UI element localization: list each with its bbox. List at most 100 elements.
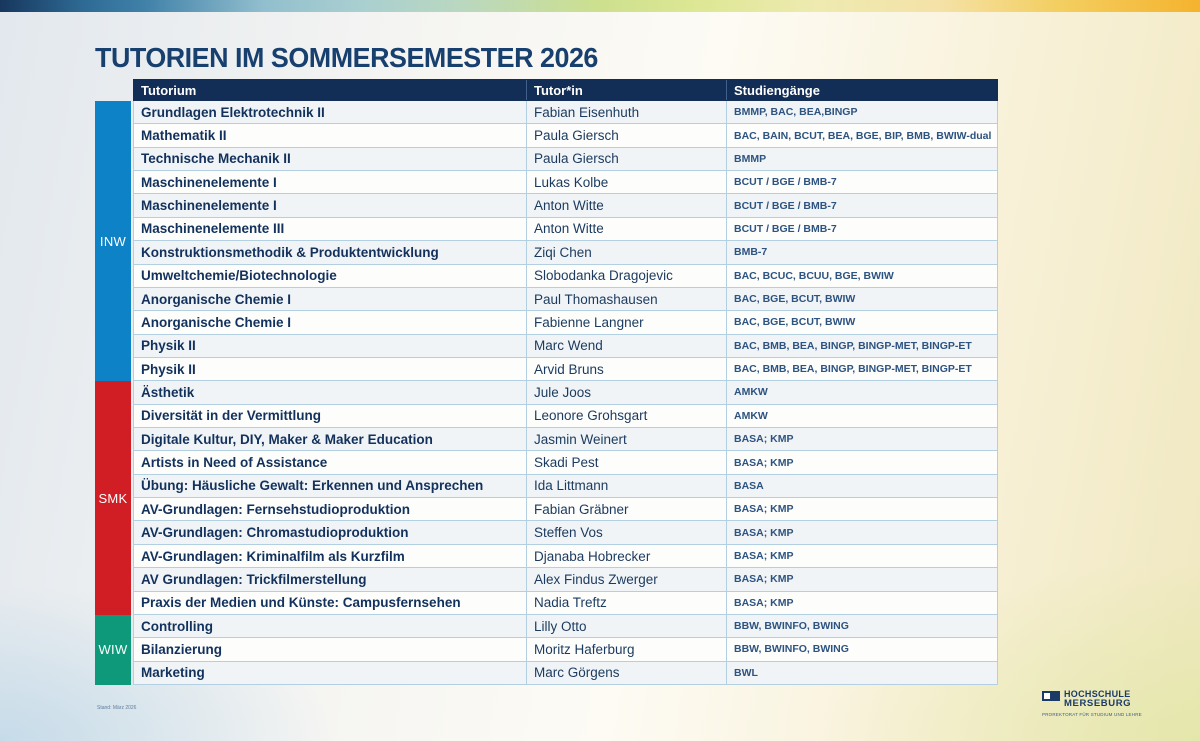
section-rows-inw: Grundlagen Elektrotechnik II Fabian Eisen…	[133, 101, 998, 382]
table-row: Diversität in der Vermittlung Leonore Gro…	[133, 404, 998, 429]
cell-tutor: Lukas Kolbe	[526, 171, 726, 194]
table-row: Anorganische Chemie I Fabienne Langner BAC…	[133, 311, 998, 335]
cell-studiengaenge: BWL	[726, 661, 997, 684]
section-smk: SMK Ästhetik Jule Joos AMKW Diversität in de…	[95, 381, 998, 615]
cell-studiengaenge: AMKW	[726, 381, 997, 404]
category-label-wiw: WIW	[98, 642, 128, 658]
table-row: Ästhetik Jule Joos AMKW	[133, 381, 998, 405]
table-row: Umweltchemie/Biotechnologie Slobodanka Dr…	[133, 264, 998, 288]
cell-tutorium: Übung: Häusliche Gewalt: Erkennen und An…	[141, 478, 484, 494]
cell-studiengaenge: BMMP	[726, 147, 997, 171]
cell-tutorium: AV-Grundlagen: Chromastudioproduktion	[141, 525, 409, 541]
cell-studiengaenge: BBW, BWINFO, BWING	[726, 638, 997, 661]
cell-tutor: Moritz Haferburg	[526, 638, 726, 661]
table-row: Physik II Arvid Bruns BAC, BMB, BEA, BINGP…	[133, 357, 998, 382]
cell-studiengaenge: BASA; KMP	[726, 451, 997, 474]
cell-tutor: Skadi Pest	[526, 451, 726, 474]
cell-studiengaenge: BASA; KMP	[726, 498, 997, 521]
cell-tutorium: Anorganische Chemie I	[141, 314, 292, 330]
cell-tutor: Steffen Vos	[526, 521, 726, 544]
cell-studiengaenge: BCUT / BGE / BMB-7	[726, 194, 997, 217]
cell-tutorium: Konstruktionsmethodik & Produktentwicklu…	[141, 244, 439, 260]
cell-studiengaenge: BASA; KMP	[726, 544, 997, 568]
cell-tutorium: AV Grundlagen: Trickfilmerstellung	[141, 571, 367, 587]
cell-tutor: Fabienne Langner	[526, 311, 726, 334]
column-header-studiengaenge: Studiengänge	[726, 80, 997, 100]
cell-studiengaenge: BAC, BMB, BEA, BINGP, BINGP-MET, BINGP-E…	[726, 334, 997, 357]
cell-tutor: Leonore Grohsgart	[526, 404, 726, 428]
cell-tutor: Anton Witte	[526, 194, 726, 217]
table-row: Anorganische Chemie I Paul Thomashausen BA…	[133, 287, 998, 312]
cell-tutorium: Maschinenelemente III	[141, 221, 285, 237]
cell-studiengaenge: BASA	[726, 474, 997, 498]
cell-tutorium: Maschinenelemente I	[141, 198, 277, 214]
cell-tutor: Paul Thomashausen	[526, 287, 726, 311]
table-row: AV-Grundlagen: Kriminalfilm als Kurzfilm…	[133, 544, 998, 569]
cell-studiengaenge: BAC, BGE, BCUT, BWIW	[726, 287, 997, 311]
category-label-inw: INW	[99, 233, 127, 249]
table-row: AV-Grundlagen: Chromastudioproduktion Ste…	[133, 521, 998, 545]
cell-tutor: Marc Wend	[526, 334, 726, 357]
cell-tutorium: Digitale Kultur, DIY, Maker & Maker Educ…	[141, 431, 433, 447]
cell-studiengaenge: BBW, BWINFO, BWING	[726, 614, 997, 638]
cell-tutorium: Umweltchemie/Biotechnologie	[141, 268, 337, 284]
table-row: Maschinenelemente III Anton Witte BCUT / B…	[133, 217, 998, 242]
logo-mark-icon	[1042, 691, 1060, 701]
section-rows-smk: Ästhetik Jule Joos AMKW Diversität in der V…	[133, 381, 998, 615]
section-wiw: WIW Controlling Lilly Otto BBW, BWINFO, BWI…	[95, 614, 998, 685]
cell-tutor: Djanaba Hobrecker	[526, 544, 726, 568]
cell-tutor: Ziqi Chen	[526, 241, 726, 264]
logo-line2: MERSEBURG	[1064, 698, 1132, 709]
cell-tutorium: Bilanzierung	[141, 641, 223, 657]
cell-tutor: Nadia Treftz	[526, 591, 726, 614]
table-row: Grundlagen Elektrotechnik II Fabian Eisen…	[133, 101, 998, 125]
cell-tutorium: Controlling	[141, 618, 213, 634]
cell-studiengaenge: BMB-7	[726, 241, 997, 264]
table-row: AV-Grundlagen: Fernsehstudioproduktion Fa…	[133, 498, 998, 522]
table-row: Konstruktionsmethodik & Produktentwicklu…	[133, 241, 998, 265]
cell-tutorium: Technische Mechanik II	[141, 151, 291, 167]
cell-studiengaenge: BAC, BAIN, BCUT, BEA, BGE, BIP, BMB, BWI…	[726, 124, 997, 147]
page-title: TUTORIEN IM SOMMERSEMESTER 2026	[95, 42, 598, 73]
table-row: Technische Mechanik II Paula Giersch BMMP	[133, 147, 998, 172]
table-row: Artists in Need of Assistance Skadi Pest B…	[133, 451, 998, 475]
cell-tutorium: AV-Grundlagen: Fernsehstudioproduktion	[141, 501, 410, 517]
cell-tutor: Fabian Gräbner	[526, 498, 726, 521]
column-header-tutor: Tutor*in	[526, 80, 726, 100]
table-header-row: Tutorium Tutor*in Studiengänge	[133, 79, 998, 101]
table-row: Bilanzierung Moritz Haferburg BBW, BWINFO,…	[133, 638, 998, 662]
cell-tutorium: Marketing	[141, 665, 205, 681]
cell-studiengaenge: BCUT / BGE / BMB-7	[726, 217, 997, 241]
cell-tutor: Paula Giersch	[526, 124, 726, 147]
cell-tutor: Anton Witte	[526, 217, 726, 241]
cell-studiengaenge: BASA; KMP	[726, 568, 997, 591]
table-row: Marketing Marc Görgens BWL	[133, 661, 998, 685]
cell-tutor: Alex Findus Zwerger	[526, 568, 726, 591]
table-row: Digitale Kultur, DIY, Maker & Maker Educ…	[133, 428, 998, 452]
table-row: Controlling Lilly Otto BBW, BWINFO, BWING	[133, 614, 998, 639]
cell-tutor: Jasmin Weinert	[526, 428, 726, 451]
cell-tutorium: Praxis der Medien und Künste: Campusfern…	[141, 595, 461, 611]
cell-tutorium: Grundlagen Elektrotechnik II	[141, 104, 325, 120]
cell-tutor: Ida Littmann	[526, 474, 726, 498]
cell-tutorium: Diversität in der Vermittlung	[141, 408, 322, 424]
cell-tutorium: Mathematik II	[141, 128, 227, 144]
cell-studiengaenge: BCUT / BGE / BMB-7	[726, 171, 997, 194]
cell-tutorium: Ästhetik	[141, 384, 195, 400]
cell-tutor: Paula Giersch	[526, 147, 726, 171]
table-row: Mathematik II Paula Giersch BAC, BAIN, BCU…	[133, 124, 998, 148]
tutorials-table: Tutorium Tutor*in Studiengänge INW Grundl…	[95, 79, 998, 685]
cell-tutorium: Anorganische Chemie I	[141, 291, 292, 307]
section-rows-wiw: Controlling Lilly Otto BBW, BWINFO, BWING B…	[133, 614, 998, 685]
stand-note: Stand: März 2026	[97, 705, 137, 711]
hochschule-merseburg-logo: HOCHSCHULE MERSEBURG PROREKTORAT FÜR STU…	[1042, 690, 1172, 717]
cell-studiengaenge: BAC, BGE, BCUT, BWIW	[726, 311, 997, 334]
cell-tutor: Fabian Eisenhuth	[526, 101, 726, 124]
cell-tutor: Lilly Otto	[526, 614, 726, 638]
cell-tutorium: AV-Grundlagen: Kriminalfilm als Kurzfilm	[141, 548, 405, 564]
cell-tutor: Arvid Bruns	[526, 357, 726, 381]
cell-tutorium: Physik II	[141, 338, 196, 354]
cell-tutorium: Physik II	[141, 361, 196, 377]
cell-tutorium: Artists in Need of Assistance	[141, 455, 328, 471]
cell-studiengaenge: BASA; KMP	[726, 428, 997, 451]
